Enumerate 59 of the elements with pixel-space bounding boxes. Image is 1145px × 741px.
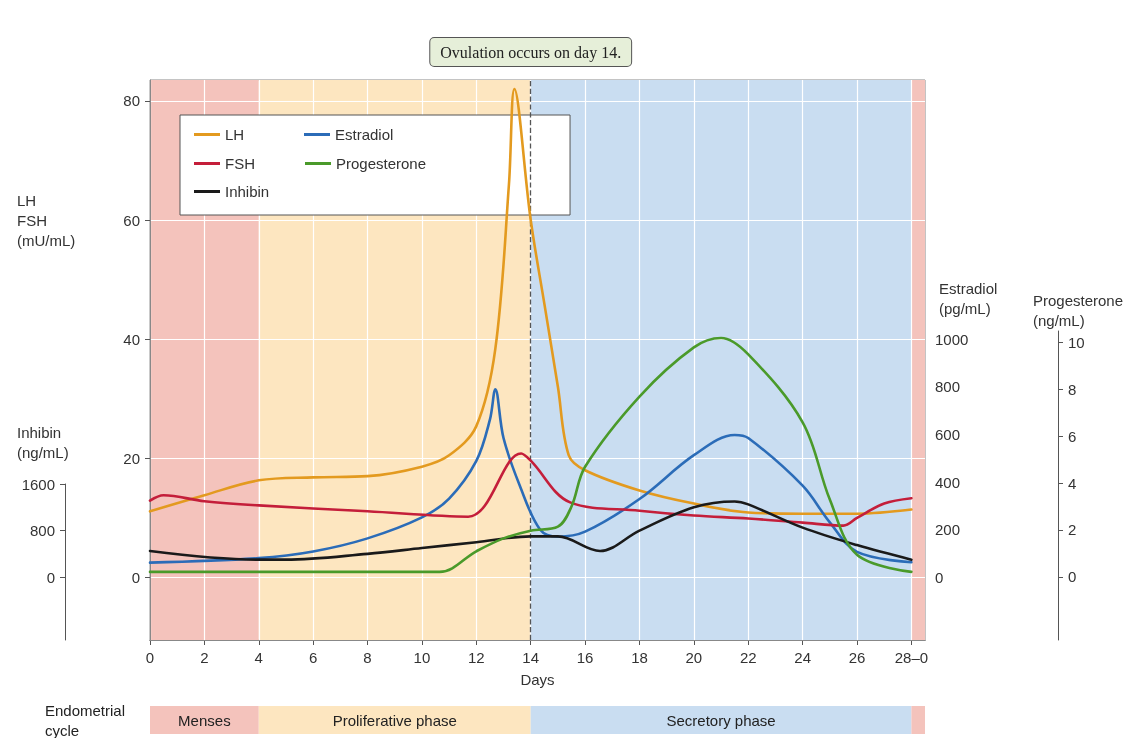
series-label: Secretory phase xyxy=(666,711,776,729)
y2-tick-label: 800 xyxy=(935,378,961,396)
bar xyxy=(911,706,925,734)
x-axis-title: Days xyxy=(520,671,555,688)
line-series xyxy=(148,452,913,527)
y2-tick-label: 200 xyxy=(935,521,961,539)
y-tick-label: 800 xyxy=(29,522,55,540)
x-tick-label: 22 xyxy=(739,649,757,666)
y-tick-label: 6 xyxy=(1068,427,1077,445)
x-tick-label: 28–0 xyxy=(894,649,929,666)
y2-tick-label: 0 xyxy=(935,568,944,586)
legend-label: Inhibin xyxy=(225,183,295,200)
series-label: Proliferative phase xyxy=(332,711,457,729)
bar xyxy=(530,706,912,734)
bar xyxy=(258,706,531,734)
y-tick-label: 2 xyxy=(1068,521,1077,539)
y-tick-label: Endometrial cycle xyxy=(45,701,130,739)
series-label: Menses xyxy=(178,711,231,729)
line-series xyxy=(148,336,913,574)
y-axis-title: Inhibin (ng/mL) xyxy=(17,423,69,461)
y-tick-label: 10 xyxy=(1068,334,1085,352)
y-tick-label: 1600 xyxy=(21,475,55,493)
x-tick-label: 18 xyxy=(631,649,648,666)
x-tick-label: 0 xyxy=(145,649,155,666)
y2-tick-label: 1000 xyxy=(935,330,969,348)
y-tick-label: 80 xyxy=(123,92,140,110)
x-tick-label: 10 xyxy=(413,649,431,666)
y-tick-label: 8 xyxy=(1068,381,1077,399)
x-tick-label: 12 xyxy=(467,649,485,666)
legend-label: LH xyxy=(225,126,291,143)
x-tick-label: 24 xyxy=(794,649,811,666)
x-tick-label: 2 xyxy=(200,649,209,666)
x-tick-label: 8 xyxy=(363,649,372,666)
line-series xyxy=(148,387,913,564)
legend-label: Progesterone xyxy=(336,155,431,172)
y2-tick-label: 400 xyxy=(935,473,961,491)
x-tick-label: 26 xyxy=(848,649,866,666)
y-tick-label: 40 xyxy=(123,330,140,348)
y-tick-label: 4 xyxy=(1068,474,1077,492)
x-tick-label: 4 xyxy=(254,649,263,666)
bar xyxy=(150,706,259,734)
legend-label: FSH xyxy=(225,155,297,172)
y-axis-title: LH FSH (mU/mL) xyxy=(17,191,76,249)
y-tick-label: 0 xyxy=(131,568,140,586)
x-tick-label: 16 xyxy=(576,649,594,666)
y2-axis-title: Estradiol (pg/mL) xyxy=(939,279,998,317)
y-tick-label: 0 xyxy=(1068,568,1077,586)
y2-tick-label: 600 xyxy=(935,425,961,443)
legend-label: Estradiol xyxy=(335,126,411,143)
y-tick-label: 20 xyxy=(123,449,140,467)
x-tick-label: 6 xyxy=(308,649,318,666)
x-tick-label: 20 xyxy=(685,649,703,666)
ref-line-label: Ovulation occurs on day 14. xyxy=(440,43,622,62)
y-tick-label: 60 xyxy=(123,211,140,229)
line-series xyxy=(148,87,913,515)
y-axis-title: Progesterone (ng/mL) xyxy=(1033,291,1124,329)
x-tick-label: 14 xyxy=(522,649,540,666)
y-tick-label: 0 xyxy=(46,568,55,586)
line-series xyxy=(148,500,913,561)
